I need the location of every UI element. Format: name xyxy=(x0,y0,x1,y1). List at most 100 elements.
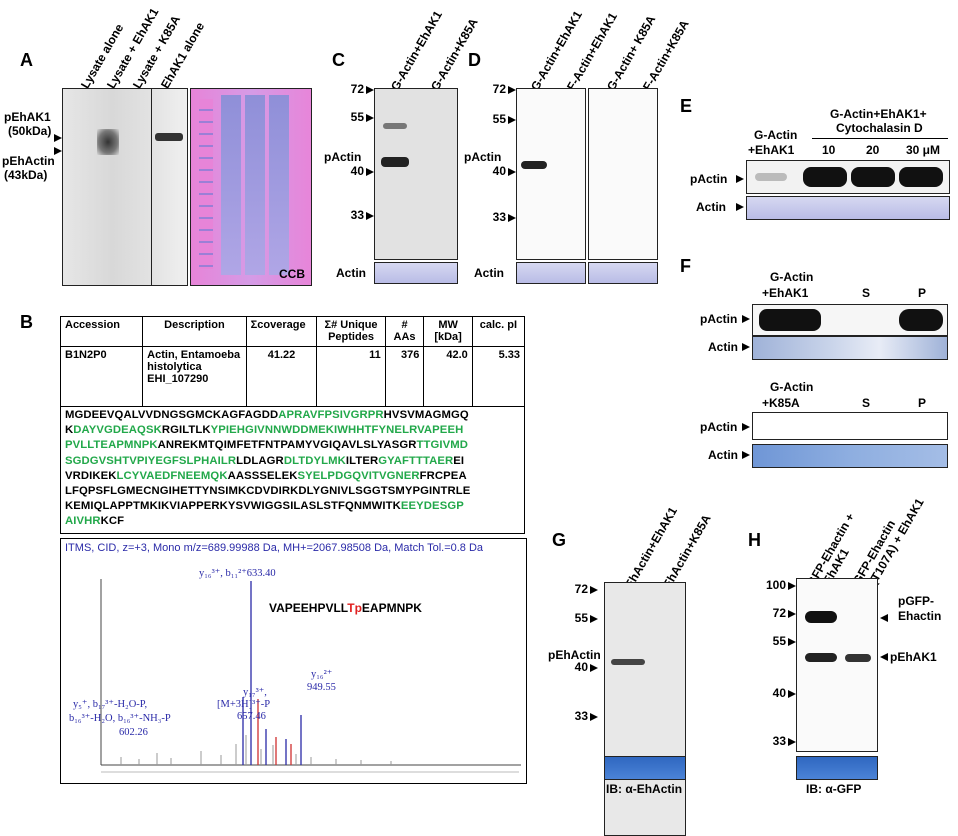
peak-label: b₁₆³⁺-H₂O, b₁₆³⁺-NH₃-P xyxy=(69,713,171,724)
blot xyxy=(796,578,878,752)
band-label: pEhAK1 xyxy=(890,650,937,664)
sequence-segment: LFQPSFLGMECNGIHETTYNSIMKCDVDIRKDLYGNIVLS… xyxy=(65,485,471,498)
mw-marker: 33 xyxy=(574,709,588,723)
band xyxy=(97,129,119,155)
covered-peptide: DLTDYLMK xyxy=(283,454,346,467)
sequence-segment: FRCPEA xyxy=(419,469,467,482)
table-header: Description xyxy=(142,316,247,347)
sequence-line: VRDIKEKLCYVAEDFNEEMQKAASSSELEKSYELPDGQVI… xyxy=(65,469,470,484)
table-cell: 376 xyxy=(384,346,425,407)
tick-icon xyxy=(788,638,796,646)
mw-marker: 55 xyxy=(350,110,364,124)
sequence-segment: HVSVMAGMGQ xyxy=(383,409,469,421)
table-header: Σ# Unique Peptides xyxy=(316,316,386,347)
band-label: pEhActin xyxy=(548,648,601,662)
blot xyxy=(746,160,950,194)
loading-strip xyxy=(516,262,586,284)
sequence-segment: K xyxy=(65,424,74,437)
table-cell: 11 xyxy=(316,346,386,407)
tick-icon xyxy=(366,212,374,220)
table-cell: Actin, Entamoeba histolytica EHI_107290 xyxy=(142,346,247,407)
mw-marker: 55 xyxy=(574,611,588,625)
loading-label: Actin xyxy=(336,266,366,280)
band xyxy=(851,167,895,187)
sequence-segment: EI xyxy=(453,454,465,467)
mw-marker: 55 xyxy=(772,634,786,648)
mw-marker: 40 xyxy=(574,660,588,674)
panel-e-letter: E xyxy=(680,96,693,116)
sequence-segment: AASSSELEK xyxy=(227,469,298,482)
band xyxy=(803,167,847,187)
arrow-icon xyxy=(736,175,744,183)
table-cell: 41.22 xyxy=(245,346,318,407)
marker-name: pEhActin xyxy=(2,154,55,168)
col-label: P xyxy=(918,286,927,300)
sequence-line: PVLLTEAPMNPKANREKMTQIMFETFNTPAMYVGIQAVLS… xyxy=(65,438,470,453)
conc-label: 20 xyxy=(866,143,880,157)
marker-mw: (50kDa) xyxy=(8,124,52,138)
blot xyxy=(516,88,586,260)
ib-label: IB: α-GFP xyxy=(806,782,862,796)
band-label: pActin xyxy=(700,420,738,434)
band-label: Ehactin xyxy=(898,609,942,623)
col-label: G-Actin xyxy=(770,270,814,284)
tick-icon xyxy=(788,582,796,590)
mw-marker: 33 xyxy=(492,210,506,224)
loading-strip xyxy=(746,196,950,220)
covered-peptide: SYELPDGQVITVGNER xyxy=(297,469,420,482)
tick-icon xyxy=(590,586,598,594)
covered-peptide: PVLLTEAPMNPK xyxy=(65,439,158,452)
covered-peptide: GYAFTTTAER xyxy=(378,454,454,467)
loading-strip xyxy=(604,756,686,780)
peak-label: [M+3H]³⁺-P xyxy=(217,699,271,710)
covered-peptide: APRAVFPSIVGRPR xyxy=(278,409,384,421)
tick-icon xyxy=(590,713,598,721)
col-label: P xyxy=(918,396,927,410)
tick-icon xyxy=(788,738,796,746)
blot xyxy=(752,304,948,336)
tick-icon xyxy=(508,116,516,124)
mw-marker: 72 xyxy=(492,82,506,96)
table-header: Accession xyxy=(59,316,144,347)
sequence-line: KEMIQLAPPTMKIKVIAPPERKYSVWIGGSILASLSTFQN… xyxy=(65,499,470,514)
arrow-icon xyxy=(742,423,750,431)
loading-strip xyxy=(796,756,878,780)
mw-marker: 72 xyxy=(350,82,364,96)
arrow-icon xyxy=(742,343,750,351)
loading-label: Actin xyxy=(696,200,726,214)
arrow-icon xyxy=(880,653,888,661)
mw-marker: 40 xyxy=(492,164,506,178)
mw-marker: 72 xyxy=(772,606,786,620)
table-header: MW [kDa] xyxy=(423,316,473,347)
protein-table: Accession Description Σcoverage Σ# Uniqu… xyxy=(59,316,526,407)
sequence-box: MGDEEVQALVVDNGSGMCKAGFAGDDAPRAVFPSIVGRPR… xyxy=(60,406,525,534)
col-label: +EhAK1 xyxy=(762,286,809,300)
table-header: # AAs xyxy=(384,316,425,347)
peak-label: 602.26 xyxy=(119,727,148,738)
sequence-segment: ANREKMTQIMFETFNTPAMYVGIQAVLSLYASGR xyxy=(157,439,417,452)
band-label: pActin xyxy=(324,150,362,164)
tick-icon xyxy=(508,86,516,94)
col-label: +K85A xyxy=(762,396,800,410)
peak-label: y₅⁺, b₁₇³⁺-H₂O-P, xyxy=(73,699,148,710)
covered-peptide: TTGIVMD xyxy=(416,439,469,452)
sequence-segment: KCF xyxy=(100,515,125,528)
col-label: G-Actin xyxy=(754,128,798,142)
protein-sequence: MGDEEVQALVVDNGSGMCKAGFAGDDAPRAVFPSIVGRPR… xyxy=(65,408,470,530)
loading-strip xyxy=(752,444,948,468)
panel-g-letter: G xyxy=(552,530,567,550)
table-header: calc. pI xyxy=(471,316,526,347)
tick-icon xyxy=(788,610,796,618)
tick-icon xyxy=(366,168,374,176)
band xyxy=(899,309,943,331)
loading-label: Actin xyxy=(708,340,738,354)
peptide-sequence: VAPEEHPVLLTpEAPMNPK xyxy=(269,601,422,615)
band xyxy=(155,133,183,141)
band xyxy=(805,653,837,662)
blot xyxy=(752,412,948,440)
autoradiogram xyxy=(62,88,188,286)
marker-name: pEhAK1 xyxy=(4,110,51,124)
loading-label: Actin xyxy=(474,266,504,280)
covered-peptide: LCYVAEDFNEEMQK xyxy=(116,469,228,482)
col-label: S xyxy=(862,396,871,410)
